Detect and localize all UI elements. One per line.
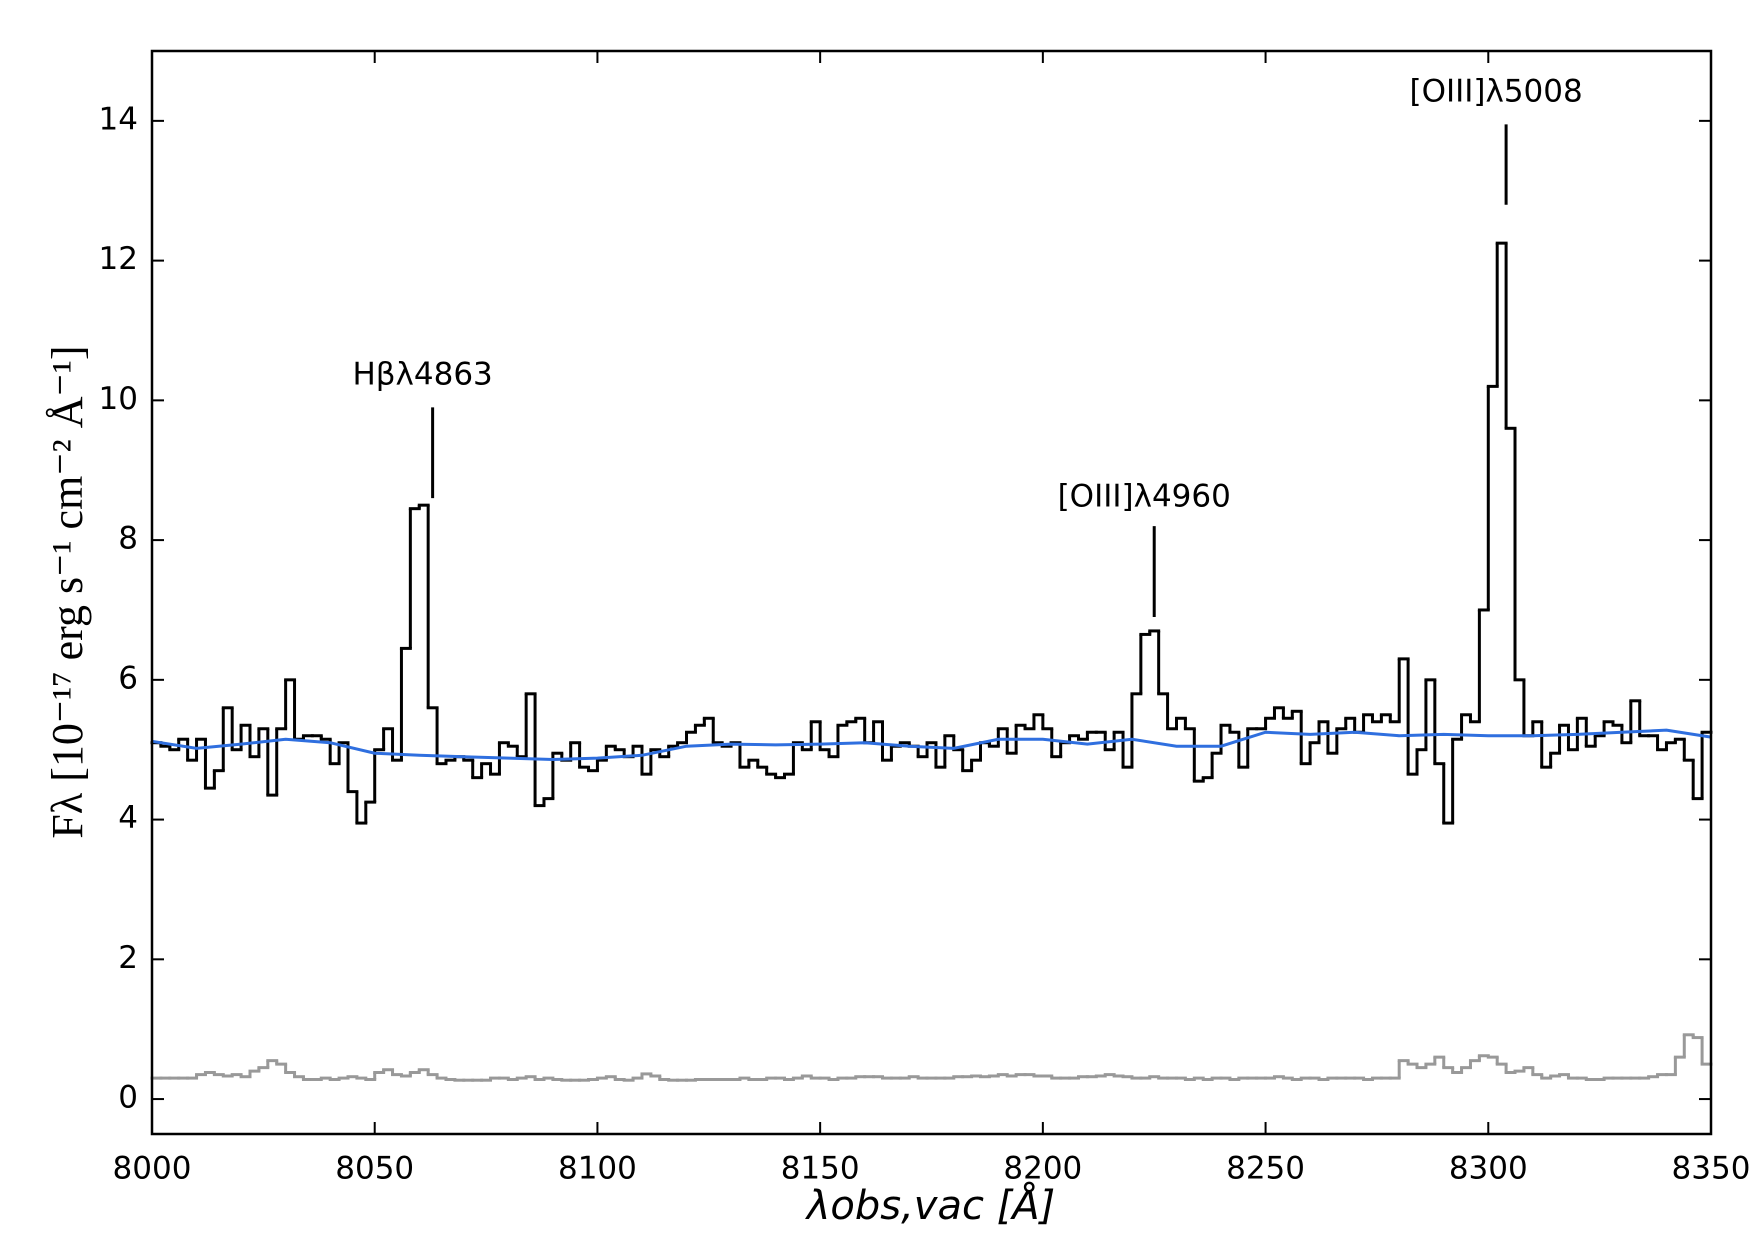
y-axis-label: Fλ [10⁻¹⁷ erg s⁻¹ cm⁻² Å⁻¹] bbox=[43, 345, 92, 838]
y-tick-label: 10 bbox=[99, 381, 138, 417]
y-tick-label: 14 bbox=[99, 101, 138, 137]
y-tick-label: 4 bbox=[118, 800, 138, 836]
annotation-label: [OIII]λ4960 bbox=[1058, 479, 1231, 515]
x-tick-label: 8100 bbox=[558, 1150, 637, 1186]
x-tick-label: 8200 bbox=[1003, 1150, 1082, 1186]
y-tick-label: 8 bbox=[118, 521, 138, 557]
x-axis-label: λobs,vac [Å] bbox=[805, 1181, 1056, 1229]
y-tick-label: 2 bbox=[118, 940, 138, 976]
plot-frame bbox=[150, 49, 1713, 1136]
x-tick-label: 8350 bbox=[1672, 1150, 1751, 1186]
x-tick-label: 8000 bbox=[113, 1150, 192, 1186]
annotation-label: Hβλ4863 bbox=[352, 356, 492, 392]
y-tick-label: 12 bbox=[99, 241, 138, 277]
model-line bbox=[151, 728, 1712, 761]
y-tick-label: 6 bbox=[118, 660, 138, 696]
x-tick-label: 8050 bbox=[335, 1150, 414, 1186]
x-tick-label: 8300 bbox=[1449, 1150, 1528, 1186]
annotation-label: [OIII]λ5008 bbox=[1409, 73, 1582, 109]
y-tick-label: 0 bbox=[118, 1080, 138, 1116]
x-tick-label: 8250 bbox=[1226, 1150, 1305, 1186]
x-tick-label: 8150 bbox=[781, 1150, 860, 1186]
